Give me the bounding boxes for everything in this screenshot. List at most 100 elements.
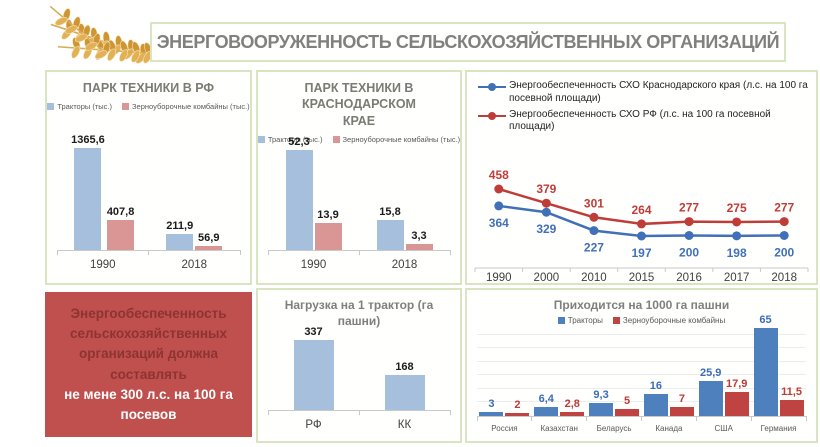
bar — [384, 375, 425, 410]
chart-legend: Энергообеспеченность СХО Краснодарского … — [477, 80, 808, 134]
category-label: США — [714, 424, 733, 433]
plot-area: 52,3 13,9 15,8 3,3 — [267, 126, 451, 255]
category-label: 2018 — [391, 259, 418, 271]
data-value-label: 264 — [631, 203, 651, 217]
category-label: 2018 — [181, 259, 208, 271]
data-point — [637, 231, 646, 241]
bar — [560, 412, 585, 416]
bar — [724, 391, 749, 416]
bar — [376, 219, 404, 250]
category-axis: РФ КК — [268, 419, 450, 431]
data-value-label: 277 — [774, 201, 794, 215]
data-point — [541, 207, 551, 217]
legend-swatch-icon — [557, 316, 565, 324]
category-label: Казахстан — [540, 424, 578, 433]
axis-tick-icon — [695, 416, 697, 421]
chart-legend: Тракторы (тыс.) Зерноуборочные комбайны (… — [47, 102, 250, 111]
bar-group: 16 7 — [641, 380, 696, 416]
bar-value-label: 2,8 — [564, 398, 580, 411]
category-axis: 1990 2018 — [268, 259, 450, 271]
category-label: 1990 — [300, 259, 327, 271]
data-value-label: 458 — [489, 168, 509, 182]
axis-tick-icon — [449, 250, 451, 255]
category-label: 1990 — [89, 259, 116, 271]
data-value-label: 227 — [584, 241, 604, 255]
legend-entry: Зерноуборочные комбайны (тыс.) — [122, 102, 250, 111]
wheat-grain-icon — [107, 48, 117, 61]
wheat-grain-icon — [94, 50, 108, 59]
data-point — [589, 226, 599, 236]
bar-value-label: 25,9 — [700, 366, 722, 379]
wheat-grain-icon — [54, 16, 68, 26]
bar-series-0: 9,3 — [589, 389, 614, 416]
wheat-grain-icon — [64, 25, 78, 34]
bar-value-label: 5 — [624, 395, 631, 408]
bar-value-label: 1365,6 — [71, 134, 105, 146]
gridline — [477, 387, 806, 389]
panel-energy-line-chart: Энергообеспеченность СХО Краснодарского … — [465, 70, 818, 285]
legend-label: Зерноуборочные комбайны (тыс.) — [342, 134, 461, 144]
bar-group: 15,8 3,3 — [359, 206, 450, 250]
legend-entry: Тракторы — [557, 316, 603, 325]
wheat-grain-icon — [74, 33, 88, 43]
bar-value-label: 15,8 — [379, 205, 401, 218]
legend-swatch-icon — [612, 316, 620, 324]
chart-title: Нагрузка на 1 трактор (га пашни) — [284, 298, 434, 328]
data-point — [732, 231, 742, 241]
legend-label: Тракторы (тыс.) — [57, 102, 113, 112]
legend-swatch-icon — [47, 103, 55, 111]
bar-value-label: 56,9 — [198, 231, 220, 244]
bar-series-0: 65 — [753, 314, 778, 416]
data-point — [589, 212, 599, 222]
legend-label: Зерноуборочные комбайны (тыс.) — [132, 102, 250, 112]
bar — [669, 406, 694, 416]
bar — [293, 340, 334, 410]
legend-swatch-icon — [122, 103, 130, 111]
bar-series-1: 5 — [615, 395, 640, 416]
axis-tick-icon — [267, 410, 269, 415]
data-value-label: 301 — [584, 196, 604, 210]
axis-tick-icon — [476, 416, 478, 421]
x-tick-label: 2017 — [724, 272, 750, 284]
data-value-label: 198 — [727, 246, 747, 260]
bar-series-0: 3 — [479, 398, 504, 416]
data-value-label: 197 — [631, 246, 651, 260]
category-axis: Россия Казахстан Беларусь Канада США Германия — [477, 424, 806, 433]
x-tick-label: 2015 — [629, 272, 655, 284]
category-axis: 1990 2018 — [57, 259, 240, 271]
bar-group: 337 — [268, 326, 359, 410]
legend-entry: Зерноуборочные комбайны — [612, 316, 725, 325]
axis-tick-icon — [56, 250, 58, 255]
category-label: Россия — [491, 424, 518, 433]
wheat-grain-icon — [84, 41, 98, 51]
wheat-logo-icon — [49, 5, 153, 64]
bar — [74, 148, 102, 250]
gridline — [477, 333, 806, 335]
data-value-label: 364 — [489, 216, 509, 230]
category-label: Германия — [760, 424, 797, 433]
gridline — [477, 401, 806, 403]
wheat-grain-icon — [119, 49, 129, 62]
bar — [615, 409, 640, 416]
legend-dot-icon — [488, 111, 496, 120]
axis-tick-icon — [641, 416, 642, 421]
bar — [534, 407, 559, 416]
bar — [698, 380, 723, 416]
axis-tick-icon — [586, 416, 588, 421]
bar-series-1: 2,8 — [560, 398, 585, 416]
data-point — [732, 217, 742, 227]
legend-entry: Тракторы (тыс.) — [47, 102, 112, 111]
bar-value-label: 16 — [649, 380, 663, 393]
x-tick-label: 2010 — [581, 272, 607, 284]
legend-entry: Зерноуборочные комбайны (тыс.) — [332, 134, 461, 144]
bar-series-0: 15,8 — [376, 205, 404, 250]
bar-value-label: 17,9 — [726, 377, 748, 390]
bar — [195, 245, 223, 250]
bar-group: 25,9 17,9 — [696, 367, 751, 416]
bar-series-0: 6,4 — [534, 393, 559, 416]
bar-series-0: 211,9 — [166, 220, 194, 250]
axis-tick-icon — [358, 410, 360, 415]
data-point — [684, 217, 694, 227]
bar-series-0: 337 — [293, 326, 334, 410]
